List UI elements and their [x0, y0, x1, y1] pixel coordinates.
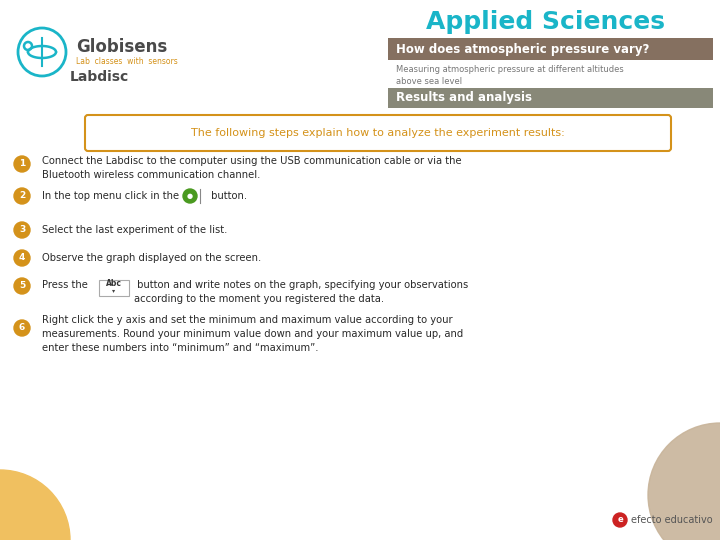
Text: The following steps explain how to analyze the experiment results:: The following steps explain how to analy… [191, 128, 565, 138]
Text: Labdisc: Labdisc [70, 70, 130, 84]
Text: 6: 6 [19, 323, 25, 333]
Text: 4: 4 [19, 253, 25, 262]
Circle shape [183, 189, 197, 203]
Circle shape [14, 156, 30, 172]
Text: Select the last experiment of the list.: Select the last experiment of the list. [42, 225, 228, 235]
Text: Applied Sciences: Applied Sciences [426, 10, 665, 34]
Text: ▾: ▾ [112, 288, 116, 294]
Text: Measuring atmospheric pressure at different altitudes
above sea level: Measuring atmospheric pressure at differ… [396, 65, 624, 86]
Circle shape [14, 320, 30, 336]
Text: Lab  classes  with  sensors: Lab classes with sensors [76, 57, 178, 66]
Text: Right click the y axis and set the minimum and maximum value according to your
m: Right click the y axis and set the minim… [42, 315, 463, 353]
Circle shape [0, 470, 70, 540]
Circle shape [14, 222, 30, 238]
Text: How does atmospheric pressure vary?: How does atmospheric pressure vary? [396, 43, 649, 56]
Circle shape [14, 188, 30, 204]
FancyBboxPatch shape [85, 115, 671, 151]
Text: button and write notes on the graph, specifying your observations
according to t: button and write notes on the graph, spe… [134, 280, 468, 304]
Text: Abc: Abc [106, 280, 122, 288]
Circle shape [648, 423, 720, 540]
Text: 1: 1 [19, 159, 25, 168]
Text: efecto educativo: efecto educativo [631, 515, 713, 525]
Text: In the top menu click in the: In the top menu click in the [42, 191, 182, 201]
FancyBboxPatch shape [99, 280, 129, 296]
Text: 3: 3 [19, 226, 25, 234]
Text: ●: ● [187, 193, 193, 199]
Text: Observe the graph displayed on the screen.: Observe the graph displayed on the scree… [42, 253, 261, 263]
Text: Globisens: Globisens [76, 38, 167, 56]
Text: 5: 5 [19, 281, 25, 291]
Text: 2: 2 [19, 192, 25, 200]
Circle shape [14, 278, 30, 294]
Text: Press the: Press the [42, 280, 91, 290]
Text: e: e [617, 516, 623, 524]
Circle shape [14, 250, 30, 266]
Text: Connect the Labdisc to the computer using the USB communication cable or via the: Connect the Labdisc to the computer usin… [42, 156, 462, 180]
Circle shape [613, 513, 627, 527]
FancyBboxPatch shape [388, 88, 713, 108]
FancyBboxPatch shape [388, 38, 713, 60]
Text: Results and analysis: Results and analysis [396, 91, 532, 105]
Text: button.: button. [208, 191, 247, 201]
